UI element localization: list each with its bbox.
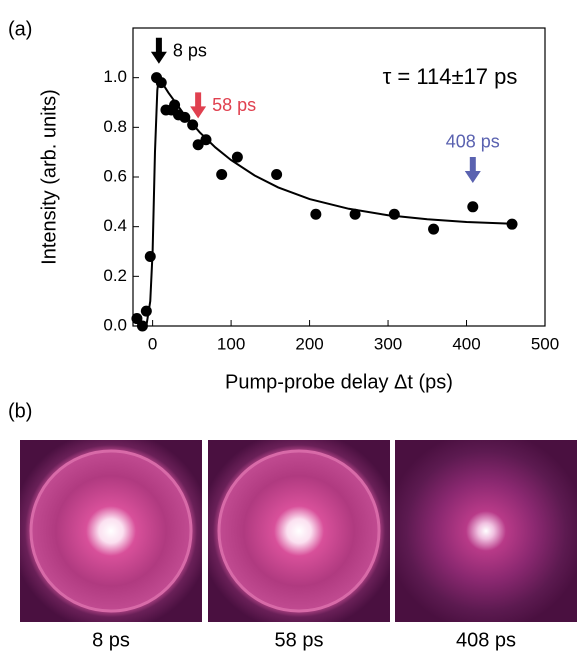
image-panels xyxy=(20,440,577,622)
y-tick-label: 0.8 xyxy=(103,117,127,136)
y-tick-label: 0.6 xyxy=(103,166,127,185)
image-ring xyxy=(29,449,193,613)
annotation-label: 8 ps xyxy=(173,41,207,61)
image xyxy=(395,440,577,622)
x-tick-label: 100 xyxy=(217,334,245,353)
x-tick-label: 0 xyxy=(148,334,157,353)
image xyxy=(20,440,202,622)
annotation-arrow xyxy=(464,156,481,183)
x-tick-label: 300 xyxy=(374,334,402,353)
data-point xyxy=(388,208,400,220)
x-tick-label: 500 xyxy=(531,334,559,353)
fit-annotation: τ = 114±17 ps xyxy=(383,64,518,89)
data-point xyxy=(231,151,243,163)
data-point xyxy=(169,99,181,111)
data-point xyxy=(271,169,283,181)
y-tick-label: 0.0 xyxy=(103,315,127,334)
y-tick-label: 1.0 xyxy=(103,67,127,86)
data-point xyxy=(467,201,479,213)
annotation-arrow xyxy=(190,92,207,119)
image-ring xyxy=(217,449,381,613)
data-point xyxy=(192,139,204,151)
fit-line xyxy=(145,74,513,327)
panel-caption: 8 ps xyxy=(92,629,130,651)
annotation-arrow xyxy=(150,37,167,64)
data-point xyxy=(136,320,148,332)
y-tick-label: 0.2 xyxy=(103,266,127,285)
data-point xyxy=(179,111,191,123)
y-tick-label: 0.4 xyxy=(103,216,127,235)
image xyxy=(208,440,390,622)
data-point xyxy=(310,208,322,220)
data-point xyxy=(144,250,156,262)
panel-caption: 58 ps xyxy=(275,629,324,651)
data-point xyxy=(506,218,518,230)
x-axis-label: Pump-probe delay Δt (ps) xyxy=(225,371,453,393)
data-point xyxy=(349,208,361,220)
panel-label: (b) xyxy=(8,400,32,422)
data-point xyxy=(216,169,228,181)
annotation-label: 408 ps xyxy=(446,132,500,152)
annotation-label: 58 ps xyxy=(212,95,256,115)
panel-label: (a) xyxy=(8,18,32,40)
data-point xyxy=(428,223,440,235)
panel-caption: 408 ps xyxy=(456,629,516,651)
y-axis-label: Intensity (arb. units) xyxy=(38,89,60,265)
x-tick-label: 200 xyxy=(295,334,323,353)
x-tick-label: 400 xyxy=(452,334,480,353)
